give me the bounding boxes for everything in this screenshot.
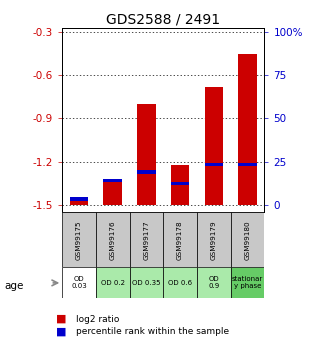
Text: ■: ■ — [56, 314, 67, 324]
Bar — [96, 267, 130, 298]
Text: stationar
y phase: stationar y phase — [232, 276, 263, 289]
Bar — [163, 267, 197, 298]
Bar — [163, 212, 197, 267]
Text: OD
0.03: OD 0.03 — [71, 276, 87, 289]
Bar — [205, 87, 223, 205]
Bar — [104, 179, 122, 205]
Bar — [238, 163, 257, 166]
Text: OD 0.6: OD 0.6 — [168, 280, 192, 286]
Bar — [197, 212, 231, 267]
Bar — [171, 181, 189, 185]
Text: GSM99180: GSM99180 — [244, 220, 250, 259]
Text: OD 0.35: OD 0.35 — [132, 280, 161, 286]
Text: GSM99175: GSM99175 — [76, 220, 82, 259]
Text: GSM99177: GSM99177 — [143, 220, 149, 259]
Text: ■: ■ — [56, 327, 67, 337]
Bar — [231, 267, 264, 298]
Bar — [231, 212, 264, 267]
Bar — [130, 267, 163, 298]
Bar — [104, 179, 122, 182]
Text: age: age — [5, 281, 24, 290]
Bar — [70, 201, 88, 205]
Bar — [130, 212, 163, 267]
Bar — [96, 212, 130, 267]
Text: GSM99179: GSM99179 — [211, 220, 217, 259]
Bar — [70, 197, 88, 201]
Bar — [62, 267, 96, 298]
Bar — [137, 104, 156, 205]
Bar — [137, 170, 156, 174]
Text: GSM99178: GSM99178 — [177, 220, 183, 259]
Text: log2 ratio: log2 ratio — [76, 315, 119, 324]
Bar — [197, 267, 231, 298]
Bar — [171, 165, 189, 205]
Bar — [205, 163, 223, 166]
Bar — [238, 53, 257, 205]
Text: OD
0.9: OD 0.9 — [208, 276, 220, 289]
Text: percentile rank within the sample: percentile rank within the sample — [76, 327, 229, 336]
Text: OD 0.2: OD 0.2 — [101, 280, 125, 286]
Text: GSM99176: GSM99176 — [110, 220, 116, 259]
Bar — [62, 212, 96, 267]
Title: GDS2588 / 2491: GDS2588 / 2491 — [106, 12, 220, 27]
